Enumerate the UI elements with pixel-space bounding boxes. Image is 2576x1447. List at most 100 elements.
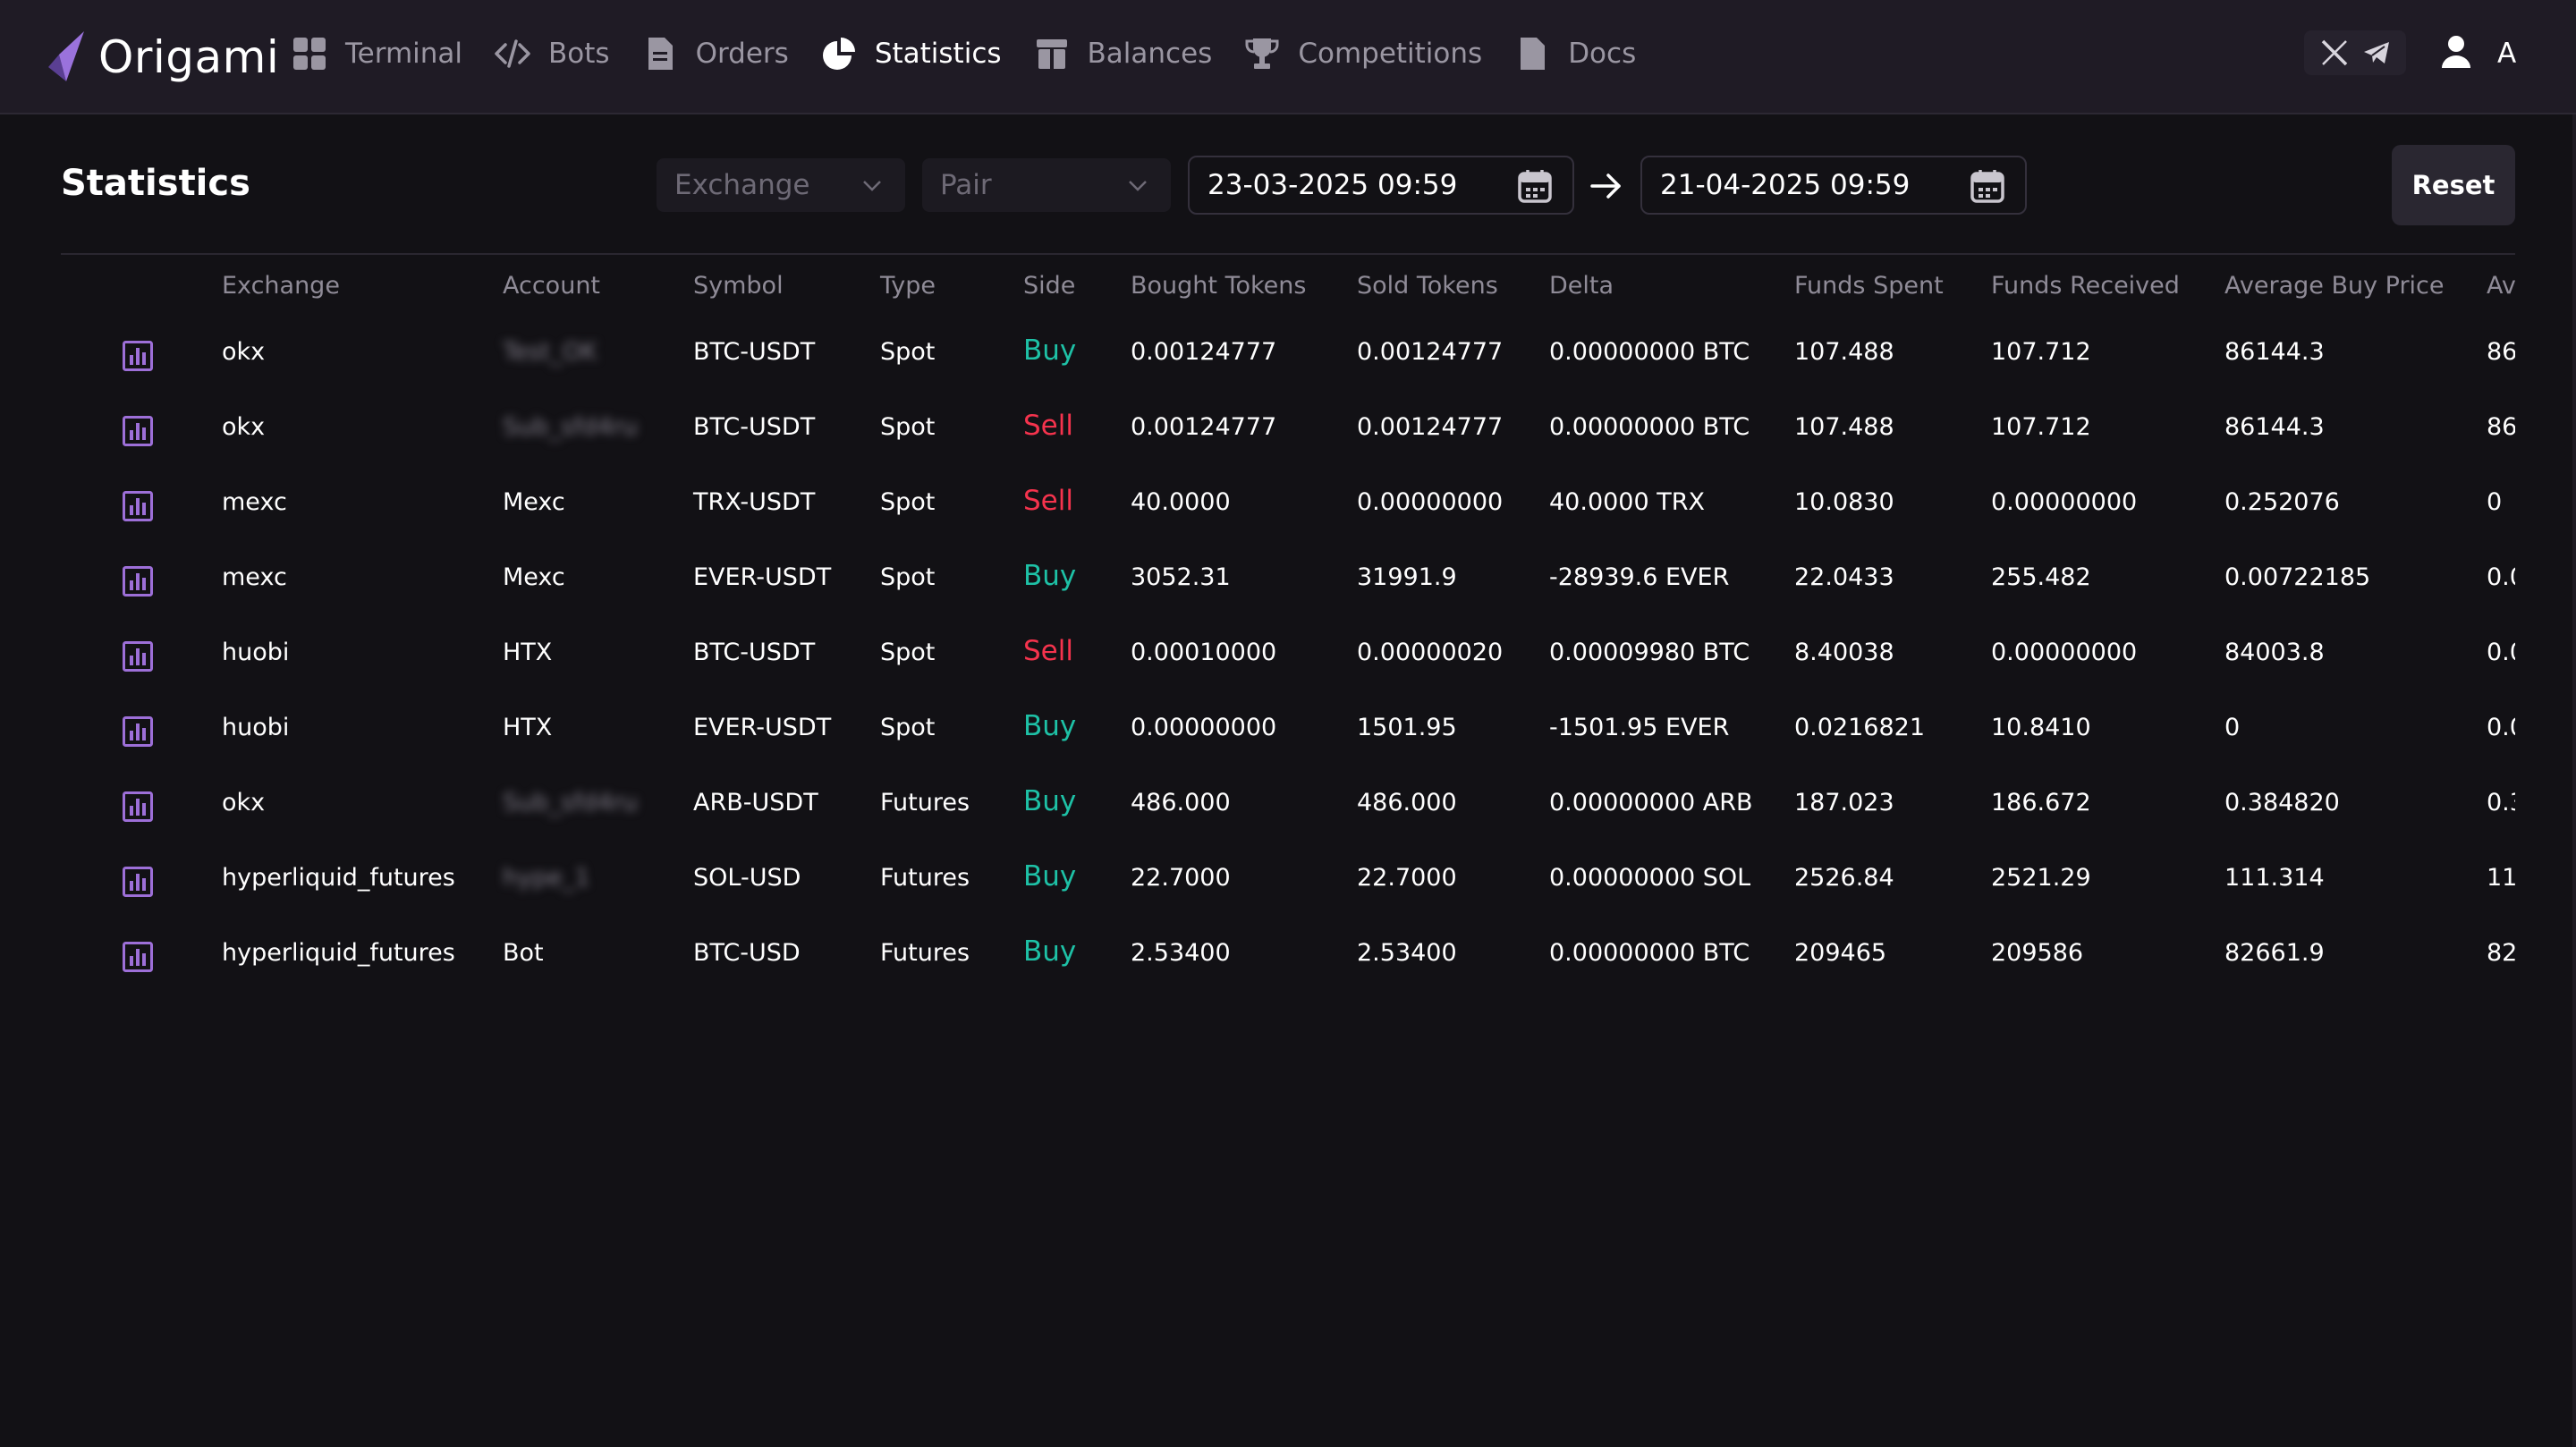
- cell-type: Futures: [880, 789, 970, 817]
- statistics-table: Exchange Account Symbol Type Side Bought…: [0, 259, 2576, 1011]
- table-row[interactable]: okx Sub_sfd4ru BTC-USDT Spot Sell 0.00124777 0…: [0, 393, 2576, 469]
- table-row[interactable]: okx Test_OK BTC-USDT Spot Buy 0.00124777 0.001…: [0, 318, 2576, 393]
- trophy-icon: [1244, 36, 1280, 72]
- cell-sold-tokens: 22.7000: [1357, 864, 1457, 892]
- cell-account: HTX: [503, 714, 553, 741]
- bar-chart-icon[interactable]: [122, 791, 154, 823]
- nav-label-bots: Bots: [548, 38, 610, 70]
- table-row[interactable]: okx Sub_sfd4ru ARB-USDT Futures Buy 486.000 48…: [0, 769, 2576, 844]
- user-menu[interactable]: A: [2438, 32, 2516, 75]
- reset-button[interactable]: Reset: [2392, 145, 2515, 225]
- cell-bought-tokens: 486.000: [1131, 789, 1231, 817]
- file-icon: [1514, 36, 1550, 72]
- bar-chart-icon[interactable]: [122, 415, 154, 447]
- telegram-icon[interactable]: [2361, 38, 2392, 68]
- date-from-input[interactable]: 23-03-2025 09:59: [1188, 156, 1574, 215]
- nav-item-statistics[interactable]: Statistics: [821, 36, 1002, 72]
- cell-type: Spot: [880, 338, 936, 366]
- column-header-type[interactable]: Type: [880, 272, 936, 300]
- cell-type: Spot: [880, 639, 936, 666]
- nav-label-balances: Balances: [1087, 38, 1213, 70]
- nav-label-docs: Docs: [1568, 38, 1637, 70]
- column-header-account[interactable]: Account: [503, 272, 601, 300]
- cell-bought-tokens: 3052.31: [1131, 563, 1231, 591]
- cell-exchange: okx: [222, 338, 266, 366]
- column-header-delta[interactable]: Delta: [1549, 272, 1614, 300]
- cell-bought-tokens: 2.53400: [1131, 939, 1231, 967]
- nav-item-bots[interactable]: Bots: [495, 36, 610, 72]
- pair-select[interactable]: Pair: [922, 158, 1171, 212]
- date-from-value: 23-03-2025 09:59: [1208, 169, 1458, 201]
- cell-exchange: hyperliquid_futures: [222, 939, 455, 967]
- bar-chart-icon[interactable]: [122, 866, 154, 898]
- column-header-average-truncated[interactable]: Av: [2487, 272, 2515, 300]
- cell-average-truncated: 0.3: [2487, 789, 2515, 817]
- app-logo[interactable]: Origami: [47, 25, 279, 89]
- nav-label-statistics: Statistics: [874, 38, 1002, 70]
- x-icon[interactable]: [2319, 38, 2350, 68]
- cell-funds-spent: 2526.84: [1794, 864, 1894, 892]
- cell-sold-tokens: 2.53400: [1357, 939, 1457, 967]
- cell-side: Sell: [1023, 635, 1073, 667]
- user-initial: A: [2497, 38, 2517, 70]
- bar-chart-icon[interactable]: [122, 640, 154, 673]
- app-name: Origami: [98, 31, 280, 83]
- cell-funds-spent: 209465: [1794, 939, 1887, 967]
- cell-exchange: huobi: [222, 714, 290, 741]
- column-header-average-buy-price[interactable]: Average Buy Price: [2224, 272, 2445, 300]
- cell-type: Futures: [880, 864, 970, 892]
- arrow-right-icon: [1590, 173, 1621, 199]
- bar-chart-icon[interactable]: [122, 941, 154, 973]
- nav-item-competitions[interactable]: Competitions: [1244, 36, 1482, 72]
- table-row[interactable]: hyperliquid_futures hype_1 SOL-USD Futures B…: [0, 844, 2576, 919]
- grid-icon: [292, 36, 327, 72]
- column-header-symbol[interactable]: Symbol: [693, 272, 784, 300]
- table-row[interactable]: huobi HTX BTC-USDT Spot Sell 0.00010000 0.0000…: [0, 619, 2576, 694]
- cell-funds-spent: 107.488: [1794, 413, 1894, 441]
- column-header-funds-spent[interactable]: Funds Spent: [1794, 272, 1944, 300]
- cell-bought-tokens: 0.00000000: [1131, 714, 1277, 741]
- cell-funds-spent: 8.40038: [1794, 639, 1894, 666]
- cell-account: Mexc: [503, 563, 565, 591]
- nav-item-terminal[interactable]: Terminal: [292, 36, 462, 72]
- cell-symbol: SOL-USD: [693, 864, 801, 892]
- cell-funds-spent: 10.0830: [1794, 488, 1894, 516]
- column-header-funds-received[interactable]: Funds Received: [1991, 272, 2180, 300]
- column-header-bought-tokens[interactable]: Bought Tokens: [1131, 272, 1307, 300]
- bar-chart-icon[interactable]: [122, 340, 154, 372]
- cell-side: Buy: [1023, 860, 1077, 893]
- cell-exchange: hyperliquid_futures: [222, 864, 455, 892]
- cell-bought-tokens: 40.0000: [1131, 488, 1231, 516]
- cell-account: Test_OK: [503, 338, 597, 366]
- table-row[interactable]: hyperliquid_futures Bot BTC-USD Futures Buy 2…: [0, 919, 2576, 994]
- column-header-exchange[interactable]: Exchange: [222, 272, 340, 300]
- pair-select-placeholder: Pair: [940, 169, 992, 201]
- exchange-select[interactable]: Exchange: [657, 158, 905, 212]
- nav-label-orders: Orders: [695, 38, 789, 70]
- table-row[interactable]: mexc Mexc EVER-USDT Spot Buy 3052.31 31991.9 -2…: [0, 544, 2576, 619]
- nav-item-docs[interactable]: Docs: [1514, 36, 1636, 72]
- table-row[interactable]: huobi HTX EVER-USDT Spot Buy 0.00000000 1501.9…: [0, 694, 2576, 769]
- date-to-input[interactable]: 21-04-2025 09:59: [1640, 156, 2027, 215]
- calendar-icon[interactable]: [1517, 168, 1553, 204]
- header-divider: [61, 253, 2515, 255]
- nav-item-orders[interactable]: Orders: [642, 36, 789, 72]
- cell-side: Buy: [1023, 334, 1077, 367]
- cell-exchange: mexc: [222, 488, 287, 516]
- cell-side: Sell: [1023, 485, 1073, 517]
- bar-chart-icon[interactable]: [122, 715, 154, 748]
- nav-item-balances[interactable]: Balances: [1034, 36, 1213, 72]
- table-row[interactable]: mexc Mexc TRX-USDT Spot Sell 40.0000 0.0000000…: [0, 469, 2576, 544]
- cell-sold-tokens: 0.00124777: [1357, 338, 1504, 366]
- column-header-sold-tokens[interactable]: Sold Tokens: [1357, 272, 1498, 300]
- column-header-side[interactable]: Side: [1023, 272, 1076, 300]
- bar-chart-icon[interactable]: [122, 565, 154, 597]
- bar-chart-icon[interactable]: [122, 490, 154, 522]
- social-links: [2304, 30, 2406, 75]
- cell-delta: 0.00009980 BTC: [1549, 639, 1750, 666]
- cell-average-buy-price: 0.00722185: [2224, 563, 2371, 591]
- calendar-icon[interactable]: [1970, 168, 2005, 204]
- date-to-value: 21-04-2025 09:59: [1660, 169, 1911, 201]
- cell-average-truncated: 0.0: [2487, 639, 2515, 666]
- cell-delta: 40.0000 TRX: [1549, 488, 1705, 516]
